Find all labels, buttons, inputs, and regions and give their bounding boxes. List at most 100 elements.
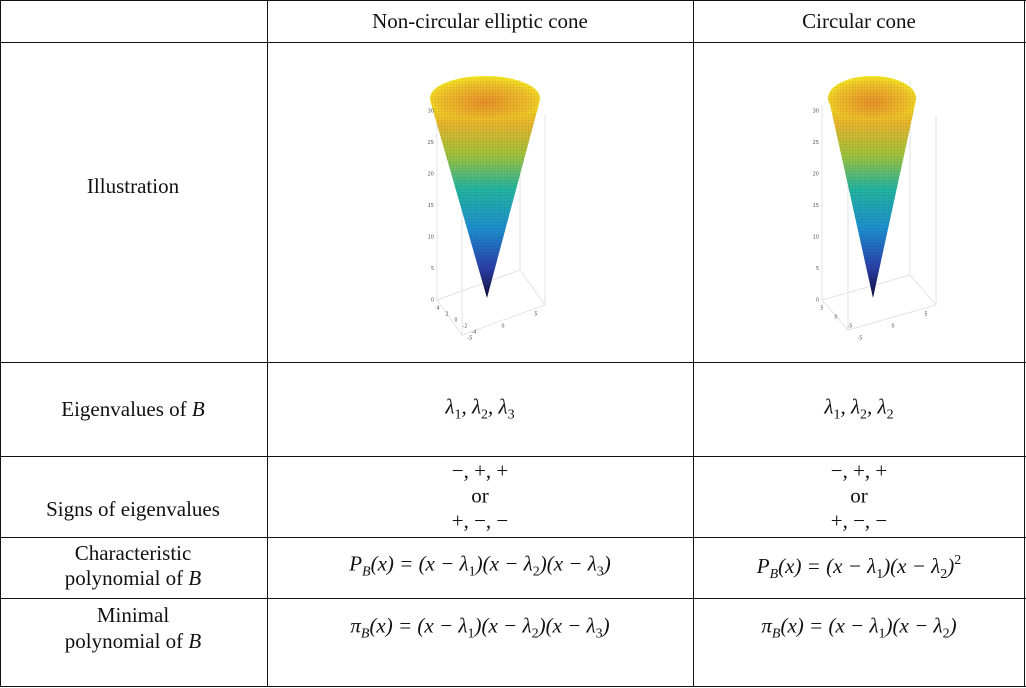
rule bbox=[0, 456, 1026, 457]
text-segment: 3 bbox=[595, 626, 603, 642]
rule bbox=[267, 0, 268, 687]
text-segment: ) bbox=[603, 551, 611, 576]
rule bbox=[693, 0, 694, 687]
axis-tick-label: 0 bbox=[834, 315, 837, 321]
text-segment: 2 bbox=[860, 407, 868, 423]
text-segment: )(x − λ bbox=[538, 613, 596, 638]
rule bbox=[1024, 0, 1025, 687]
text-line: −, +, + bbox=[451, 458, 509, 483]
formula: PB(x) = (x − λ1)(x − λ2)(x − λ3) bbox=[349, 551, 611, 586]
row-label: Minimal polynomial of B bbox=[65, 602, 201, 654]
text-segment: 1 bbox=[467, 626, 475, 642]
axis-tick-label: 5 bbox=[820, 306, 823, 312]
rule bbox=[0, 686, 1026, 687]
text-segment: 1 bbox=[833, 407, 841, 423]
signs: −, +, + or +, −, − bbox=[831, 459, 888, 534]
axis-tick-label: -5 bbox=[848, 324, 853, 330]
text-segment: λ bbox=[824, 394, 834, 419]
text-segment: )(x − λ bbox=[885, 613, 943, 638]
text-segment: 2 bbox=[532, 564, 540, 580]
text-segment: B bbox=[769, 567, 779, 582]
axis-tick-label: -4 bbox=[472, 330, 477, 336]
text-segment: 2 bbox=[481, 407, 489, 423]
rule bbox=[0, 42, 1026, 43]
text-segment: 1 bbox=[454, 407, 462, 423]
axis-tick-label: 30 bbox=[813, 109, 819, 115]
text-segment: ) bbox=[947, 554, 955, 578]
axis-tick-label: 0 bbox=[816, 298, 819, 304]
rule bbox=[0, 537, 1026, 538]
axis-tick-label: 0 bbox=[431, 298, 434, 304]
cone bbox=[430, 76, 540, 298]
text-segment: ) bbox=[602, 613, 610, 638]
text-segment: )(x − λ bbox=[474, 613, 532, 638]
text-line: or bbox=[850, 483, 868, 508]
formula: λ1, λ2, λ2 bbox=[824, 394, 893, 429]
text-line: +, −, − bbox=[451, 508, 509, 533]
text-segment: B bbox=[771, 626, 781, 642]
axis-tick-label: 15 bbox=[428, 203, 434, 209]
axis-tick-label: 0 bbox=[454, 318, 457, 324]
text-segment: 2 bbox=[942, 626, 950, 642]
rule bbox=[0, 362, 1026, 363]
rule bbox=[0, 0, 1, 687]
text-segment: 2 bbox=[886, 407, 894, 423]
text-segment: P bbox=[756, 554, 770, 578]
text-segment: 1 bbox=[876, 567, 884, 582]
text-segment: B bbox=[362, 564, 371, 580]
column-header: Non-circular elliptic cone bbox=[372, 9, 588, 33]
text-segment: 1 bbox=[468, 564, 476, 580]
text-segment: , λ bbox=[461, 394, 482, 419]
text-segment: , λ bbox=[840, 394, 861, 419]
text-segment: , λ bbox=[488, 394, 508, 419]
text-segment: 1 bbox=[878, 626, 886, 642]
text-segment: 2 bbox=[940, 567, 948, 582]
axis-tick-label: 0 bbox=[501, 324, 504, 330]
plot-box bbox=[436, 80, 937, 336]
text-segment: )(x − λ bbox=[539, 551, 597, 576]
axis-tick-label: 30 bbox=[428, 109, 434, 115]
formula: πB(x) = (x − λ1)(x − λ2) bbox=[761, 613, 956, 648]
text-segment: π bbox=[761, 613, 772, 638]
text-segment: , λ bbox=[867, 394, 887, 419]
text-segment: polynomial of bbox=[64, 629, 189, 653]
text-line: or bbox=[471, 483, 489, 508]
axis-tick-label: 25 bbox=[428, 140, 434, 146]
axis-tick-label: 5 bbox=[431, 266, 434, 272]
axis-tick-label: -2 bbox=[463, 324, 468, 330]
text-segment: )(x − λ bbox=[883, 554, 941, 578]
column-header: Circular cone bbox=[802, 9, 916, 33]
axis-tick-label: 10 bbox=[428, 235, 434, 241]
text-segment: P bbox=[349, 551, 363, 576]
axis-tick-label: -5 bbox=[468, 336, 473, 342]
text-segment: 3 bbox=[596, 564, 604, 580]
text-segment: (x) = (x − λ bbox=[780, 613, 879, 638]
text-line: +, −, − bbox=[830, 508, 888, 533]
text-line: Characteristic bbox=[74, 541, 192, 565]
text-segment: B bbox=[188, 566, 202, 590]
text-segment: B bbox=[188, 629, 202, 653]
text-line: −, +, + bbox=[830, 458, 888, 483]
text-segment: B bbox=[360, 626, 370, 642]
axis-tick-label: 20 bbox=[428, 172, 434, 178]
text-segment: π bbox=[350, 613, 361, 638]
text-segment: (x) = (x − λ bbox=[778, 554, 877, 578]
axis-tick-label: 25 bbox=[813, 140, 819, 146]
axis-tick-label: 5 bbox=[816, 266, 819, 272]
signs: −, +, + or +, −, − bbox=[452, 459, 509, 534]
text-segment: λ bbox=[445, 394, 455, 419]
axis-tick-label: 5 bbox=[534, 312, 537, 318]
axis-tick-label: 2 bbox=[445, 312, 448, 318]
rule bbox=[0, 598, 1026, 599]
text-segment: 3 bbox=[507, 407, 515, 423]
text-segment: polynomial of bbox=[64, 566, 189, 590]
axis-tick-label: 10 bbox=[813, 235, 819, 241]
text-segment: (x) = (x − λ bbox=[370, 551, 469, 576]
formula: λ1, λ2, λ3 bbox=[445, 394, 514, 429]
text-line: Minimal bbox=[96, 603, 170, 627]
text-segment: )(x − λ bbox=[475, 551, 533, 576]
row-label: Eigenvalues of B bbox=[61, 396, 204, 422]
row-label: Signs of eigenvalues bbox=[46, 497, 220, 521]
